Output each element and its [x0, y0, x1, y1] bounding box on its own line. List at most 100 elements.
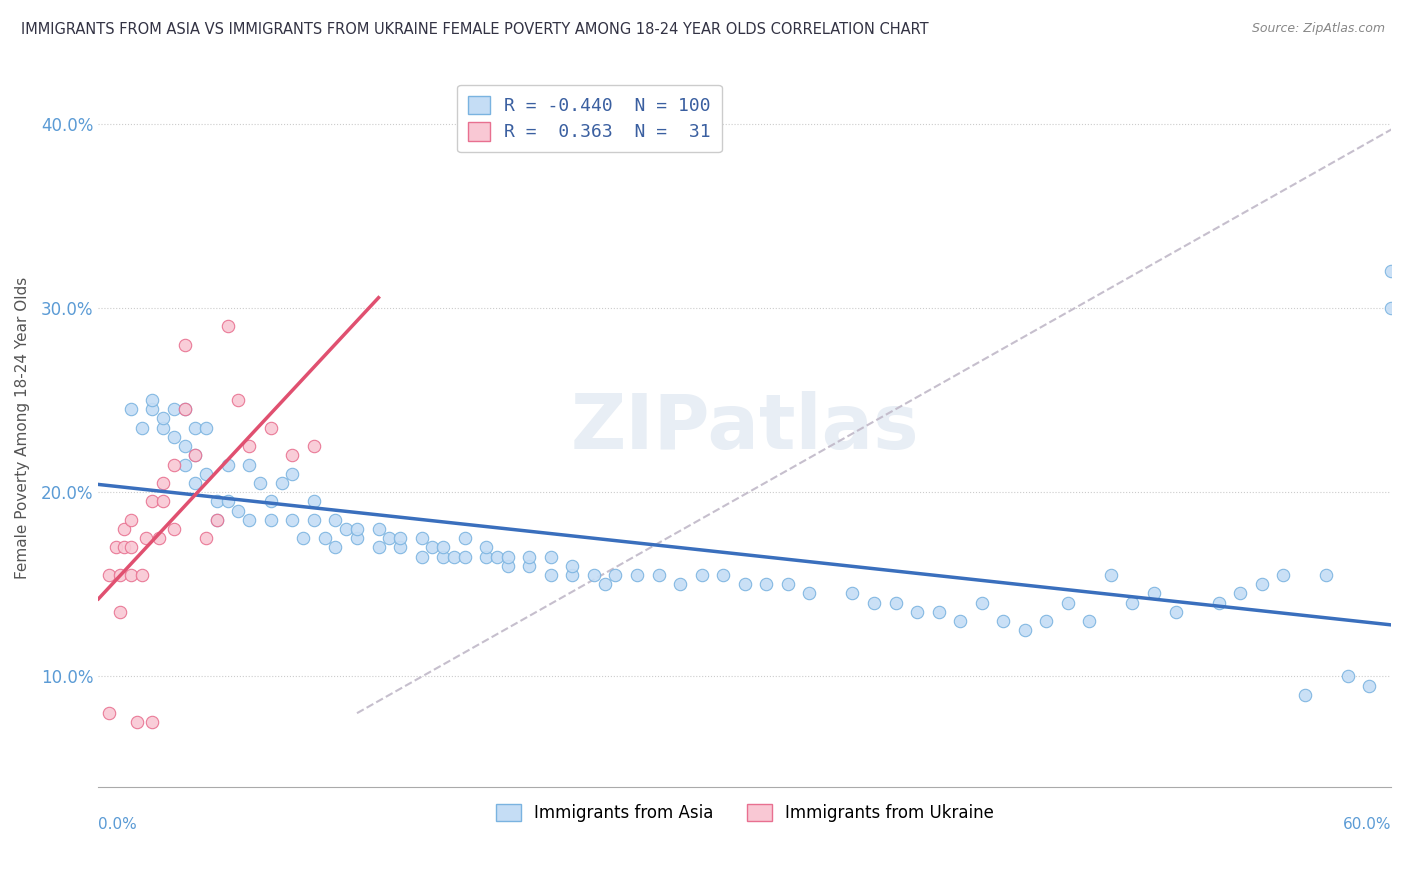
Point — [238, 513, 260, 527]
Point — [1379, 264, 1402, 278]
Point — [863, 596, 886, 610]
Point — [120, 513, 142, 527]
Point — [367, 541, 389, 555]
Point — [540, 549, 562, 564]
Point — [711, 568, 734, 582]
Point — [141, 494, 163, 508]
Point — [228, 503, 250, 517]
Point — [302, 494, 325, 508]
Text: IMMIGRANTS FROM ASIA VS IMMIGRANTS FROM UKRAINE FEMALE POVERTY AMONG 18-24 YEAR : IMMIGRANTS FROM ASIA VS IMMIGRANTS FROM … — [21, 22, 929, 37]
Point — [346, 531, 368, 545]
Point — [135, 531, 157, 545]
Point — [905, 605, 928, 619]
Point — [1272, 568, 1295, 582]
Point — [314, 531, 336, 545]
Point — [112, 541, 135, 555]
Point — [605, 568, 627, 582]
Point — [1358, 679, 1381, 693]
Point — [517, 558, 540, 573]
Point — [432, 549, 454, 564]
Point — [970, 596, 993, 610]
Point — [475, 549, 498, 564]
Point — [205, 513, 228, 527]
Point — [184, 448, 207, 462]
Point — [195, 420, 218, 434]
Point — [389, 541, 412, 555]
Point — [561, 558, 583, 573]
Point — [260, 513, 283, 527]
Point — [432, 541, 454, 555]
Point — [98, 706, 121, 721]
Point — [561, 568, 583, 582]
Point — [184, 448, 207, 462]
Point — [422, 541, 444, 555]
Point — [217, 494, 239, 508]
Point — [411, 531, 433, 545]
Point — [734, 577, 756, 591]
Point — [141, 392, 163, 407]
Point — [928, 605, 950, 619]
Point — [884, 596, 907, 610]
Point — [389, 531, 412, 545]
Point — [281, 467, 304, 481]
Point — [582, 568, 605, 582]
Point — [325, 513, 347, 527]
Point — [454, 549, 477, 564]
Point — [131, 420, 153, 434]
Point — [496, 558, 519, 573]
Point — [292, 531, 315, 545]
Point — [108, 605, 131, 619]
Point — [195, 467, 218, 481]
Point — [217, 319, 239, 334]
Point — [1229, 586, 1251, 600]
Point — [993, 614, 1015, 628]
Point — [454, 531, 477, 545]
Point — [173, 402, 195, 417]
Point — [173, 338, 195, 352]
Point — [184, 475, 207, 490]
Point — [152, 420, 174, 434]
Point — [1379, 301, 1402, 315]
Point — [141, 715, 163, 730]
Point — [755, 577, 778, 591]
Point — [260, 420, 283, 434]
Point — [217, 458, 239, 472]
Point — [1315, 568, 1337, 582]
Text: ZIPatlas: ZIPatlas — [571, 391, 920, 465]
Point — [517, 549, 540, 564]
Text: Source: ZipAtlas.com: Source: ZipAtlas.com — [1251, 22, 1385, 36]
Point — [163, 458, 186, 472]
Point — [1099, 568, 1122, 582]
Point — [485, 549, 508, 564]
Point — [302, 513, 325, 527]
Point — [540, 568, 562, 582]
Point — [841, 586, 863, 600]
Point — [173, 458, 195, 472]
Point — [163, 430, 186, 444]
Point — [195, 531, 218, 545]
Y-axis label: Female Poverty Among 18-24 Year Olds: Female Poverty Among 18-24 Year Olds — [15, 277, 30, 579]
Point — [443, 549, 465, 564]
Point — [690, 568, 713, 582]
Point — [1250, 577, 1272, 591]
Point — [173, 402, 195, 417]
Point — [152, 411, 174, 425]
Point — [112, 522, 135, 536]
Point — [1337, 669, 1360, 683]
Point — [1057, 596, 1080, 610]
Point — [163, 402, 186, 417]
Point — [120, 568, 142, 582]
Text: 60.0%: 60.0% — [1343, 817, 1391, 832]
Point — [1035, 614, 1057, 628]
Point — [281, 448, 304, 462]
Point — [475, 541, 498, 555]
Point — [127, 715, 149, 730]
Point — [152, 475, 174, 490]
Point — [270, 475, 292, 490]
Point — [104, 541, 127, 555]
Point — [325, 541, 347, 555]
Point — [626, 568, 648, 582]
Point — [669, 577, 692, 591]
Point — [593, 577, 616, 591]
Point — [98, 568, 121, 582]
